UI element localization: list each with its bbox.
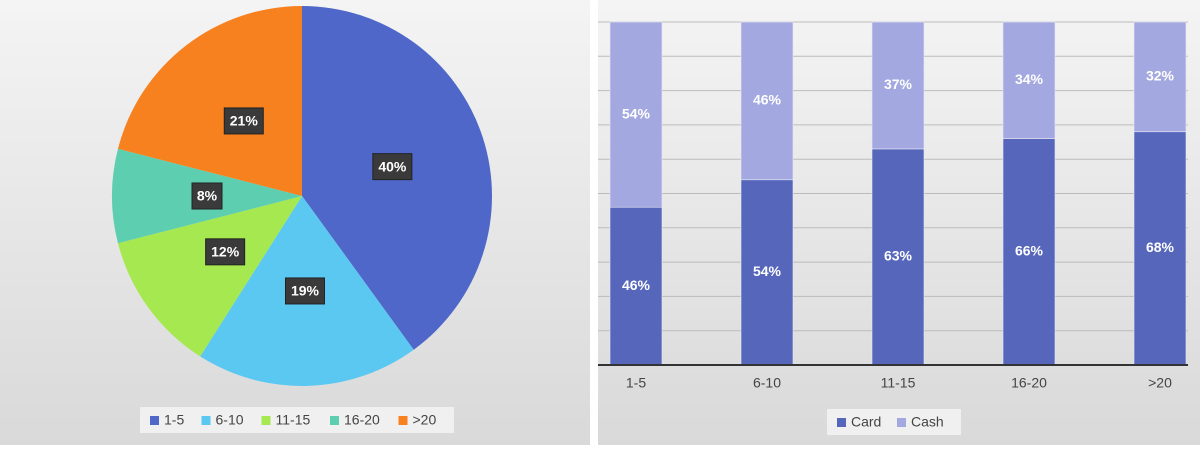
legend-label: Card <box>851 414 881 430</box>
data-label: 34% <box>1015 71 1044 87</box>
legend-swatch <box>837 418 846 427</box>
x-tick-label: 16-20 <box>1011 375 1047 391</box>
data-label: 63% <box>884 248 913 264</box>
pie-slice <box>117 196 302 357</box>
bar-segment <box>1133 131 1187 366</box>
legend-swatch <box>201 416 211 425</box>
x-tick-label: 11-15 <box>881 375 916 391</box>
bar-segment <box>871 21 925 150</box>
data-label: 21% <box>230 113 259 129</box>
bar-segment <box>871 148 925 366</box>
legend-box <box>827 409 961 435</box>
data-label: 68% <box>1146 239 1175 255</box>
x-tick-label: 6-10 <box>753 375 781 391</box>
legend-label: Cash <box>911 414 944 430</box>
bar-segment <box>609 21 663 208</box>
data-label: 40% <box>378 158 407 174</box>
legend-label: 6-10 <box>216 412 244 428</box>
bar-segment <box>1133 21 1187 133</box>
legend-label: >20 <box>413 412 437 428</box>
legend-label: 1-5 <box>164 412 184 428</box>
x-tick-label: 1-5 <box>626 375 646 391</box>
x-tick-label: >20 <box>1148 375 1172 391</box>
bar-segment <box>609 206 663 366</box>
data-label: 46% <box>753 92 782 108</box>
legend-label: 11-15 <box>276 412 311 428</box>
bar-segment <box>740 21 794 181</box>
legend-swatch <box>330 416 339 425</box>
legend-swatch <box>398 416 408 425</box>
legend-swatch <box>897 418 906 427</box>
data-label: 12% <box>211 244 240 260</box>
label-box <box>284 277 325 305</box>
data-label: 54% <box>753 263 782 279</box>
data-label: 66% <box>1015 243 1044 259</box>
legend-label: 16-20 <box>344 412 380 428</box>
label-box <box>191 182 223 210</box>
data-label: 32% <box>1146 68 1175 84</box>
data-label: 19% <box>291 283 320 299</box>
data-label: 8% <box>197 188 218 204</box>
legend-swatch <box>261 416 271 425</box>
data-label: 37% <box>884 76 913 92</box>
label-box <box>205 238 246 266</box>
label-box <box>223 107 264 135</box>
data-label: 46% <box>622 277 651 293</box>
data-label: 54% <box>622 105 651 121</box>
bar-segment <box>1002 138 1056 366</box>
legend-swatch <box>150 416 159 425</box>
label-box <box>372 153 413 181</box>
bar-segment <box>1002 21 1056 139</box>
pie-slice <box>117 6 302 196</box>
